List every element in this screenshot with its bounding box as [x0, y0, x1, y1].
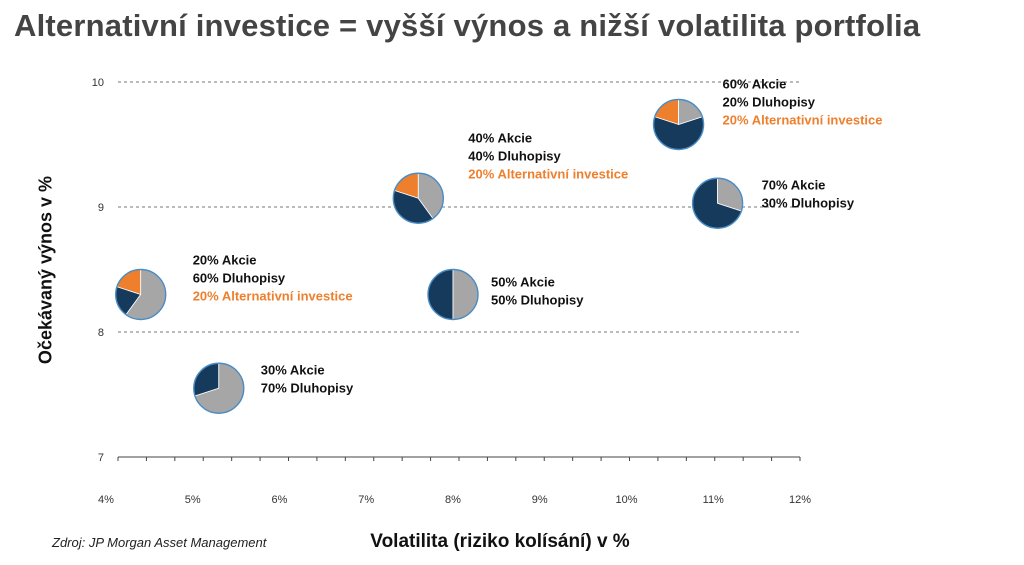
pie-label: 20% Dluhopisy: [723, 95, 816, 110]
x-tick-label: 12%: [789, 494, 811, 506]
y-tick-label: 7: [98, 452, 104, 464]
x-tick-label: 10%: [615, 494, 637, 506]
pie-label: 20% Alternativní investice: [723, 113, 883, 128]
pie-label: 40% Dluhopisy: [468, 148, 561, 163]
pie-outline: [427, 268, 479, 321]
pie-label: 40% Akcie: [468, 130, 532, 145]
source-note: Zdroj: JP Morgan Asset Management: [52, 535, 267, 550]
pie-outline: [114, 268, 167, 321]
x-tick-label: 8%: [445, 494, 461, 506]
pie-label: 50% Dluhopisy: [491, 293, 584, 308]
y-tick-label: 10: [92, 77, 104, 89]
y-tick-label: 8: [98, 327, 104, 339]
pie-slice-akcie: [427, 269, 454, 320]
x-axis-label: Volatilita (riziko kolísání) v %: [370, 531, 630, 552]
pie-label: 50% Akcie: [491, 275, 555, 290]
x-tick-label: 6%: [272, 494, 288, 506]
x-tick-label: 4%: [98, 494, 114, 506]
pie-label: 60% Akcie: [723, 77, 787, 92]
pie-label: 70% Akcie: [762, 177, 826, 192]
pie-label: 60% Dluhopisy: [193, 271, 286, 286]
y-tick-label: 9: [98, 202, 104, 214]
pie-label: 30% Dluhopisy: [762, 195, 855, 210]
pie-outline: [193, 362, 245, 414]
chart-title: Alternativní investice = vyšší výnos a n…: [14, 8, 921, 43]
x-tick-label: 11%: [703, 494, 724, 506]
pie-outline: [392, 172, 444, 224]
pie-label: 20% Akcie: [193, 253, 257, 268]
pie-outline: [691, 177, 744, 229]
pie-label: 20% Alternativní investice: [468, 166, 628, 181]
pie-label: 20% Alternativní investice: [193, 289, 353, 304]
pie-label: 30% Akcie: [261, 362, 325, 377]
pie-slice-dluhopisy: [452, 269, 479, 320]
x-tick-label: 5%: [185, 494, 201, 506]
x-tick-label: 7%: [358, 494, 374, 506]
x-tick-label: 9%: [532, 494, 548, 506]
pie-outline: [652, 98, 705, 151]
pie-label: 70% Dluhopisy: [261, 380, 354, 395]
